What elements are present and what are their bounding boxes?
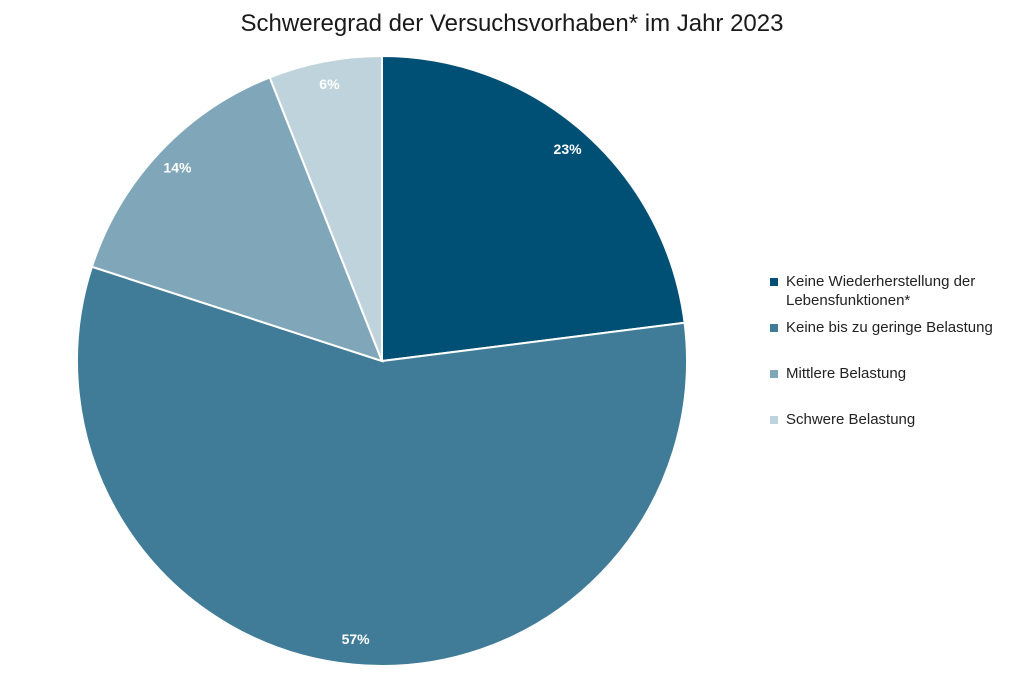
legend-item-geringe-belastung: Keine bis zu geringe Belastung [770, 318, 1020, 364]
legend-swatch [770, 370, 778, 378]
legend-item-schwere-belastung: Schwere Belastung [770, 410, 1020, 429]
pie-slice-geringe-belastung [76, 265, 688, 667]
data-label-keine-wiederherstellung: 23% [554, 141, 583, 157]
legend-label: Keine bis zu geringe Belastung [786, 319, 993, 336]
pie-slice-schwere-belastung [268, 54, 383, 362]
data-label-schwere-belastung: 6% [319, 76, 340, 92]
pie-chart: 23% 57% 14% 6% [76, 54, 688, 667]
legend-swatch [770, 278, 778, 286]
pie-slice-keine-wiederherstellung [381, 54, 686, 363]
legend-label: Keine Wiederherstellung der Lebensfunkti… [786, 273, 976, 309]
legend-swatch [770, 324, 778, 332]
legend-label: Mittlere Belastung [786, 365, 907, 382]
data-label-mittlere-belastung: 14% [163, 160, 192, 176]
data-label-geringe-belastung: 57% [342, 631, 371, 647]
legend: Keine Wiederherstellung der Lebensfunkti… [770, 272, 1020, 429]
legend-label: Schwere Belastung [786, 411, 916, 428]
pie-slice-mittlere-belastung [90, 76, 384, 363]
legend-item-keine-wiederherstellung: Keine Wiederherstellung der Lebensfunkti… [770, 272, 1020, 318]
legend-item-mittlere-belastung: Mittlere Belastung [770, 364, 1020, 410]
chart-title: Schweregrad der Versuchsvorhaben* im Jah… [240, 10, 784, 37]
legend-swatch [770, 416, 778, 424]
